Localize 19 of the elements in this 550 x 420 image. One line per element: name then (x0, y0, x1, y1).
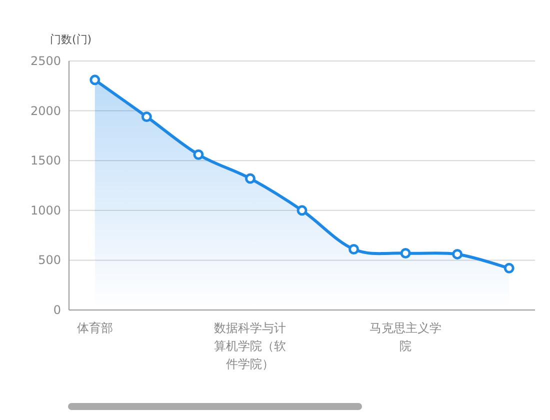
x-tick-label: 体育部 (76, 321, 113, 335)
point (296, 205, 308, 216)
y-tick-label: 1000 (30, 203, 61, 218)
point (141, 112, 152, 122)
y-tick-label: 2500 (30, 54, 61, 68)
y-tick-label: 1500 (30, 154, 61, 168)
point (90, 74, 100, 86)
y-axis-title: 门数(门) (50, 33, 92, 46)
point (193, 149, 204, 160)
point (244, 173, 256, 184)
y-tick-label: 0 (53, 303, 61, 317)
y-tick-label: 2000 (30, 104, 61, 118)
x-tick-label: 马克思主义学院 (370, 321, 442, 353)
point (504, 262, 514, 274)
y-tick-label: 500 (38, 253, 61, 268)
point (400, 248, 411, 258)
x-tick-label: 数据科学与计算机学院（软件学院） (214, 321, 286, 371)
point (348, 244, 360, 254)
point (452, 248, 463, 260)
